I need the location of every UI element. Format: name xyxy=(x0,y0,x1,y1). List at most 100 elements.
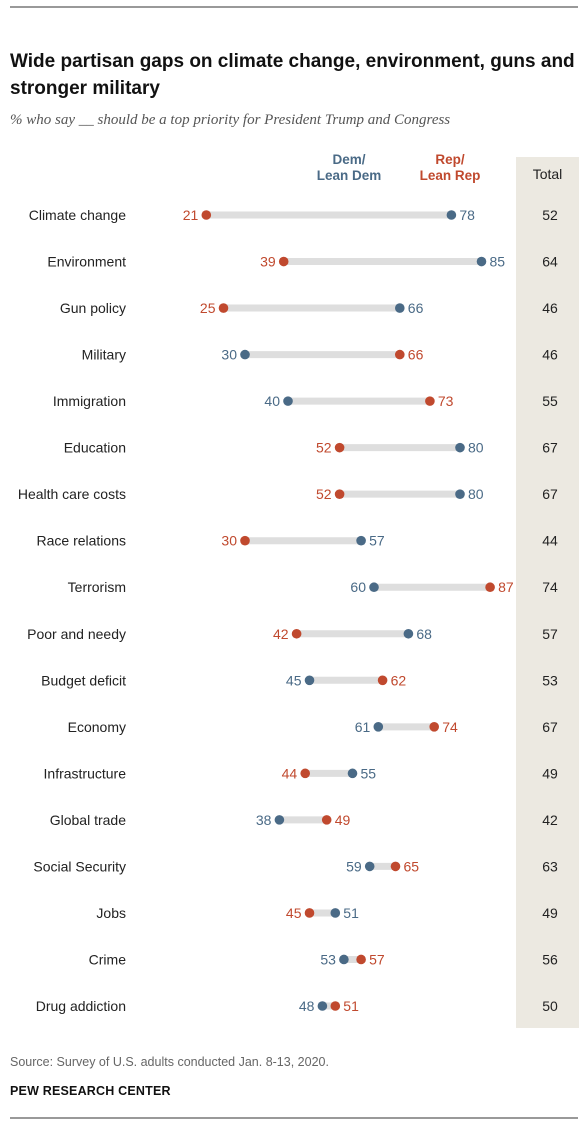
rep-value-label: 52 xyxy=(316,440,332,456)
rep-value-label: 87 xyxy=(498,579,514,595)
dem-dot xyxy=(347,768,358,779)
row-label: Global trade xyxy=(50,812,126,828)
row-label: Military xyxy=(82,347,126,363)
rep-value-label: 57 xyxy=(369,951,385,967)
row-label: Crime xyxy=(89,951,127,967)
dem-value-label: 60 xyxy=(350,579,366,595)
dem-value-label: 68 xyxy=(416,626,432,642)
row-label: Jobs xyxy=(96,905,126,921)
dem-value-label: 59 xyxy=(346,858,362,874)
dem-value-label: 80 xyxy=(468,486,484,502)
dem-value-label: 53 xyxy=(320,951,336,967)
rep-dot xyxy=(240,535,250,546)
dem-dot xyxy=(403,628,414,639)
chart-title: Wide partisan gaps on climate change, en… xyxy=(10,51,575,99)
dem-value-label: 85 xyxy=(490,254,506,270)
rep-dot xyxy=(390,861,401,872)
rep-value-label: 74 xyxy=(442,719,458,735)
rep-dot xyxy=(201,210,212,220)
rep-value-label: 45 xyxy=(286,905,302,921)
total-value-label: 56 xyxy=(542,951,558,967)
rep-dot xyxy=(321,815,332,825)
legend-rep: Rep/Lean Rep xyxy=(419,152,481,183)
rep-value-label: 62 xyxy=(391,672,407,688)
total-value-label: 67 xyxy=(542,719,558,735)
dem-value-label: 30 xyxy=(221,347,237,363)
row-label: Terrorism xyxy=(68,579,126,595)
rep-dot xyxy=(334,489,345,499)
total-value-label: 55 xyxy=(542,393,558,409)
dem-dot xyxy=(455,489,465,499)
rep-dot xyxy=(330,1001,341,1011)
total-value-label: 64 xyxy=(542,254,558,270)
total-value-label: 46 xyxy=(542,347,558,363)
rep-dot xyxy=(304,908,315,918)
total-value-label: 49 xyxy=(542,765,558,781)
dem-value-label: 78 xyxy=(459,207,475,223)
total-value-label: 63 xyxy=(542,858,558,874)
dem-dot xyxy=(356,535,366,546)
chart-subtitle: % who say __ should be a top priority fo… xyxy=(10,112,451,128)
rep-value-label: 44 xyxy=(282,765,298,781)
dem-value-label: 51 xyxy=(343,905,359,921)
total-value-label: 52 xyxy=(542,207,558,223)
dem-dot xyxy=(373,722,384,732)
dem-value-label: 40 xyxy=(264,393,280,409)
rep-value-label: 30 xyxy=(221,533,237,549)
rep-value-label: 66 xyxy=(408,347,424,363)
row-label: Climate change xyxy=(29,207,126,223)
total-value-label: 50 xyxy=(542,998,558,1014)
dem-dot xyxy=(330,908,341,918)
rep-dot xyxy=(429,722,440,732)
dem-value-label: 80 xyxy=(468,440,484,456)
rep-value-label: 65 xyxy=(404,858,420,874)
total-value-label: 42 xyxy=(542,812,558,828)
rep-dot xyxy=(300,768,311,779)
dem-dot xyxy=(317,1001,328,1011)
row-label: Education xyxy=(64,440,126,456)
row-label: Health care costs xyxy=(18,486,126,502)
dem-dot xyxy=(339,954,349,965)
dem-dot xyxy=(364,861,375,872)
rep-value-label: 49 xyxy=(335,812,351,828)
rep-value-label: 52 xyxy=(316,486,332,502)
dem-dot xyxy=(283,396,293,406)
rep-value-label: 39 xyxy=(260,254,276,270)
row-label: Gun policy xyxy=(60,300,126,316)
rep-value-label: 51 xyxy=(343,998,359,1014)
total-value-label: 44 xyxy=(542,533,558,549)
dem-value-label: 61 xyxy=(355,719,371,735)
dem-dot xyxy=(476,256,487,267)
dem-dot xyxy=(369,582,379,593)
dem-dot xyxy=(240,349,250,360)
rep-value-label: 42 xyxy=(273,626,289,642)
rep-dot xyxy=(218,303,229,313)
row-label: Immigration xyxy=(53,393,126,409)
total-value-label: 46 xyxy=(542,300,558,316)
dem-dot xyxy=(274,815,285,825)
rep-dot xyxy=(485,582,495,593)
dem-dot xyxy=(395,303,405,313)
dem-value-label: 38 xyxy=(256,812,272,828)
total-value-label: 67 xyxy=(542,486,558,502)
org-credit: PEW RESEARCH CENTER xyxy=(10,1084,171,1098)
row-label: Race relations xyxy=(37,533,127,549)
row-label: Infrastructure xyxy=(44,765,127,781)
total-column-background xyxy=(516,157,579,1028)
total-value-label: 67 xyxy=(542,440,558,456)
row-label: Social Security xyxy=(33,858,126,874)
total-value-label: 57 xyxy=(542,626,558,642)
total-value-label: 53 xyxy=(542,672,558,688)
dem-value-label: 66 xyxy=(408,300,424,316)
rep-dot xyxy=(425,396,435,406)
rep-dot xyxy=(291,628,302,639)
row-label: Poor and needy xyxy=(27,626,126,642)
source-note: Source: Survey of U.S. adults conducted … xyxy=(10,1055,329,1069)
dem-value-label: 48 xyxy=(299,998,315,1014)
rep-dot xyxy=(334,442,345,453)
total-value-label: 74 xyxy=(542,579,558,595)
dem-dot xyxy=(455,442,465,453)
rep-value-label: 73 xyxy=(438,393,454,409)
row-label: Economy xyxy=(68,719,126,735)
